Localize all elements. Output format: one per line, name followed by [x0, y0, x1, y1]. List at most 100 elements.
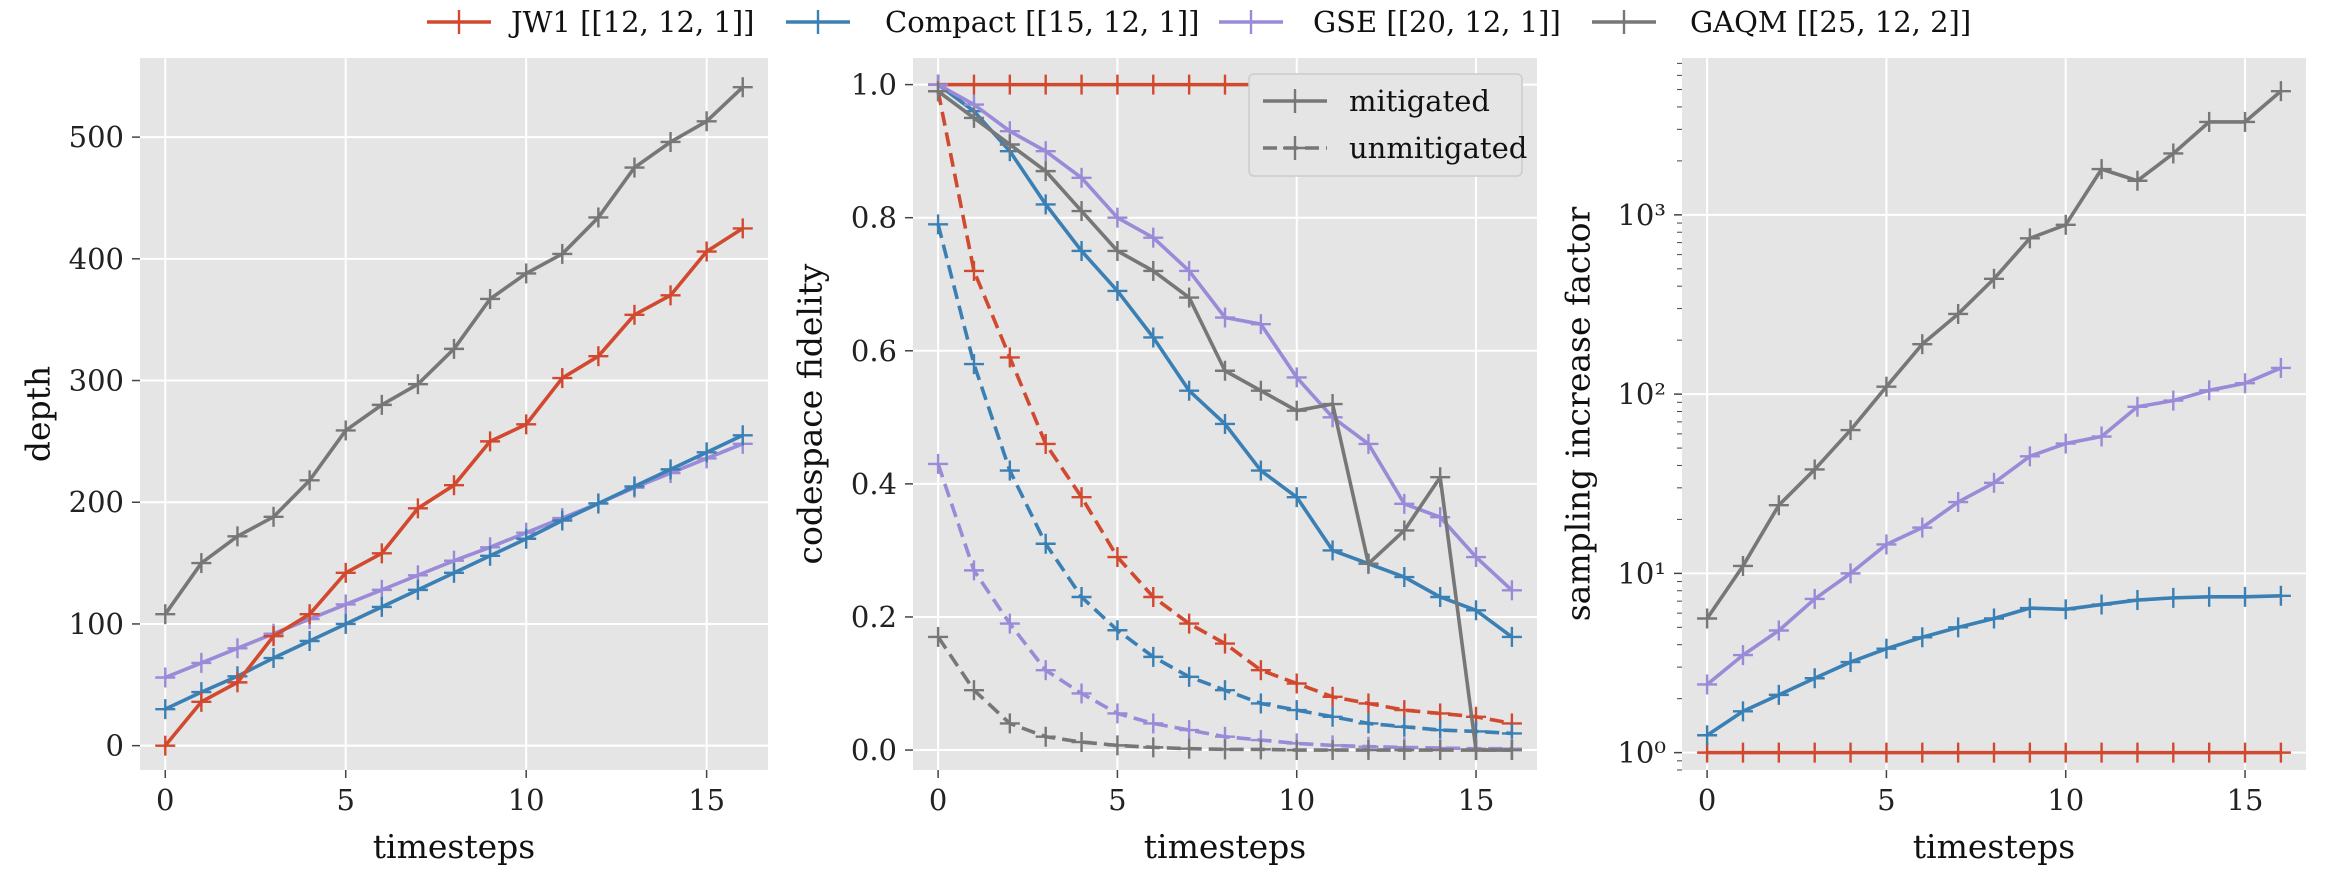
- y-tick-label: 0.8: [851, 201, 897, 235]
- data-point-gaqm: [227, 526, 248, 547]
- data-point-jw1: [516, 414, 537, 435]
- data-point-compact: [1215, 680, 1235, 701]
- data-point-jw1: [999, 74, 1020, 95]
- data-point-gaqm: [1768, 495, 1789, 516]
- legend-label-compact: Compact [[15, 12, 1]]: [885, 5, 1200, 39]
- data-point-gaqm: [407, 374, 428, 395]
- data-point-gaqm: [2055, 214, 2076, 235]
- data-point-jw1: [444, 475, 464, 496]
- data-point-jw1: [191, 691, 212, 712]
- legend-entry-gaqm: GAQM [[25, 12, 2]]: [1592, 5, 1971, 39]
- data-point-jw1: [1876, 742, 1897, 763]
- data-point-gse: [1358, 433, 1379, 454]
- depth-panel: 0 5 10 15 0 100 200 300 400 500 timesteps depth: [19, 58, 768, 866]
- data-point-gaqm: [588, 207, 609, 228]
- data-point-gaqm: [516, 263, 537, 284]
- data-point-gaqm: [1179, 738, 1200, 759]
- data-point-gaqm: [1071, 201, 1092, 222]
- data-point-jw1: [588, 346, 609, 367]
- data-point-compact: [1732, 701, 1753, 722]
- data-point-gaqm: [1948, 303, 1969, 324]
- y-tick-label: 10²: [1617, 377, 1666, 411]
- y-tick-label: 0.2: [851, 600, 897, 634]
- data-point-gaqm: [1322, 394, 1343, 415]
- data-point-gaqm: [1322, 740, 1343, 761]
- data-point-compact: [299, 630, 320, 651]
- data-point-jw1: [1035, 74, 1056, 95]
- data-point-jw1: [299, 604, 320, 625]
- data-point-gse: [928, 453, 949, 474]
- data-point-gaqm: [624, 157, 645, 178]
- data-point-gse: [1286, 367, 1307, 388]
- y-tick-label: 0.0: [851, 733, 897, 767]
- data-point-gse: [963, 560, 984, 581]
- data-point-compact: [2127, 590, 2148, 611]
- data-point-compact: [1143, 327, 1164, 348]
- data-point-compact: [444, 562, 464, 583]
- data-point-compact: [335, 613, 356, 634]
- y-tick-label: 400: [69, 242, 124, 276]
- x-axis-label: timesteps: [1144, 827, 1306, 866]
- data-point-compact: [1250, 693, 1271, 714]
- data-point-gaqm: [1358, 553, 1379, 574]
- data-point-gse: [227, 638, 248, 659]
- y-tick-label: 500: [69, 120, 124, 154]
- data-point-gaqm: [1840, 420, 1861, 441]
- data-point-compact: [1394, 716, 1415, 737]
- data-point-jw1: [227, 672, 248, 693]
- data-point-compact: [2055, 599, 2076, 620]
- sampling-panel: 0 5 10 15 10⁰ 10¹ 10² 10³ timesteps sampling incr…: [1559, 58, 2306, 866]
- data-point-gaqm: [1215, 739, 1235, 760]
- x-tick-label: 0: [156, 783, 174, 817]
- data-point-jw1: [1215, 74, 1235, 95]
- data-point-jw1: [2019, 742, 2040, 763]
- data-point-gse: [1466, 547, 1487, 568]
- data-point-jw1: [335, 562, 356, 583]
- data-point-compact: [2270, 585, 2291, 606]
- data-point-jw1: [1107, 74, 1128, 95]
- data-point-gaqm: [1107, 735, 1128, 756]
- data-point-compact: [552, 510, 573, 531]
- legend-entry-gse: GSE [[20, 12, 1]]: [1219, 5, 1561, 39]
- x-tick-label: 5: [336, 783, 354, 817]
- data-point-compact: [2091, 594, 2112, 615]
- data-point-jw1: [1071, 487, 1092, 508]
- data-point-jw1: [1286, 673, 1307, 694]
- data-point-gaqm: [1912, 334, 1933, 355]
- data-point-gse: [1107, 703, 1128, 724]
- data-point-gaqm: [1107, 240, 1128, 261]
- data-point-gaqm: [1286, 740, 1307, 761]
- data-point-gaqm: [1035, 161, 1056, 182]
- data-point-gaqm: [1430, 740, 1451, 761]
- data-point-compact: [2235, 586, 2256, 607]
- fidelity-panel: 0 5 10 15 0.0 0.2 0.4 0.6 0.8 1.0 timesteps codespa…: [791, 58, 1537, 866]
- data-point-compact: [1322, 540, 1343, 561]
- data-point-gse: [1912, 517, 1933, 538]
- data-point-compact: [1215, 413, 1235, 434]
- data-point-jw1: [2127, 742, 2148, 763]
- y-tick-label: 10³: [1617, 198, 1666, 232]
- data-point-gse: [191, 652, 212, 673]
- y-tick-label: 10⁰: [1617, 736, 1666, 770]
- data-point-compact: [1035, 533, 1056, 554]
- data-point-gse: [1071, 683, 1092, 704]
- data-point-gse: [2055, 433, 2076, 454]
- data-point-compact: [1322, 706, 1343, 727]
- data-point-jw1: [1358, 693, 1379, 714]
- data-point-compact: [732, 425, 753, 446]
- data-point-jw1: [1143, 74, 1164, 95]
- data-point-compact: [1107, 620, 1128, 641]
- data-point-compact: [588, 493, 609, 514]
- data-point-gse: [1215, 307, 1235, 328]
- data-point-gaqm: [1732, 555, 1753, 576]
- data-point-gaqm: [2199, 111, 2220, 132]
- data-point-compact: [2019, 598, 2040, 619]
- data-point-gse: [1143, 713, 1164, 734]
- data-point-jw1: [1768, 742, 1789, 763]
- data-point-jw1: [1143, 586, 1164, 607]
- data-point-compact: [2199, 586, 2220, 607]
- data-point-compact: [999, 460, 1020, 481]
- data-point-gse: [1697, 674, 1718, 695]
- data-point-compact: [1071, 586, 1092, 607]
- data-point-gse: [1948, 492, 1969, 513]
